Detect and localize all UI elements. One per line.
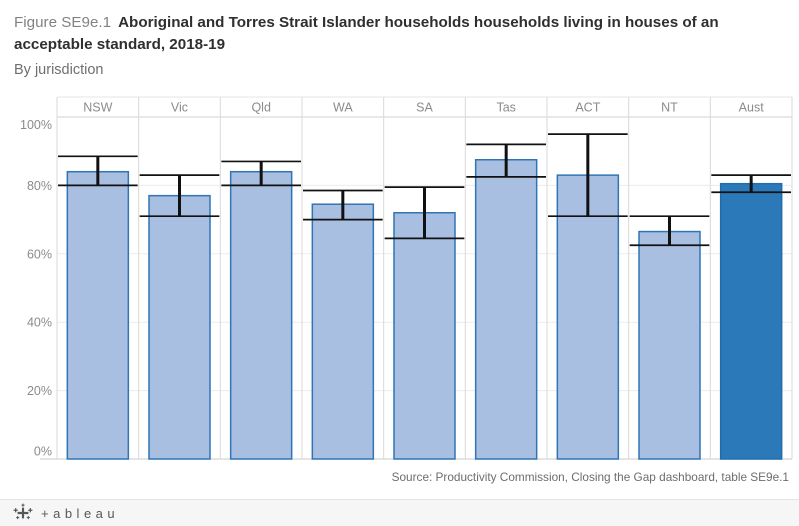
tableau-wordmark[interactable]: +ableau <box>41 505 120 521</box>
y-tick-60: 60% <box>27 247 52 261</box>
column-header-Tas: Tas <box>496 101 515 115</box>
column-header-WA: WA <box>333 101 353 115</box>
chart-title-block: Figure SE9e.1 Aboriginal and Torres Strai… <box>14 12 766 81</box>
column-header-Qld: Qld <box>251 101 271 115</box>
y-tick-100: 100% <box>20 118 52 132</box>
figure-label: Figure SE9e.1 <box>14 14 112 31</box>
tableau-footer-bar: +ableau <box>0 499 799 526</box>
bar-NSW[interactable] <box>66 170 130 460</box>
column-header-ACT: ACT <box>575 101 600 115</box>
bar-Vic[interactable] <box>148 194 211 460</box>
bar-ACT[interactable] <box>556 174 620 460</box>
column-header-Aust: Aust <box>739 101 765 115</box>
column-header-Vic: Vic <box>171 101 188 115</box>
source-note: Source: Productivity Commission, Closing… <box>391 470 789 484</box>
bar-Qld[interactable] <box>229 170 293 460</box>
bar-WA[interactable] <box>311 203 375 460</box>
y-tick-80: 80% <box>27 179 52 193</box>
chart-title: Aboriginal and Torres Strait Islander ho… <box>14 14 719 53</box>
bar-SA[interactable] <box>393 212 456 460</box>
column-header-SA: SA <box>416 101 433 115</box>
y-tick-0: 0% <box>34 445 52 459</box>
tableau-logo-icon[interactable] <box>13 503 33 523</box>
bar-NT[interactable] <box>638 230 701 460</box>
y-tick-20: 20% <box>27 384 52 398</box>
y-tick-40: 40% <box>27 316 52 330</box>
chart-subtitle: By jurisdiction <box>14 62 104 78</box>
column-header-NSW: NSW <box>83 101 112 115</box>
bar-Tas[interactable] <box>474 159 538 460</box>
column-header-NT: NT <box>661 101 678 115</box>
bar-Aust[interactable] <box>719 182 783 460</box>
